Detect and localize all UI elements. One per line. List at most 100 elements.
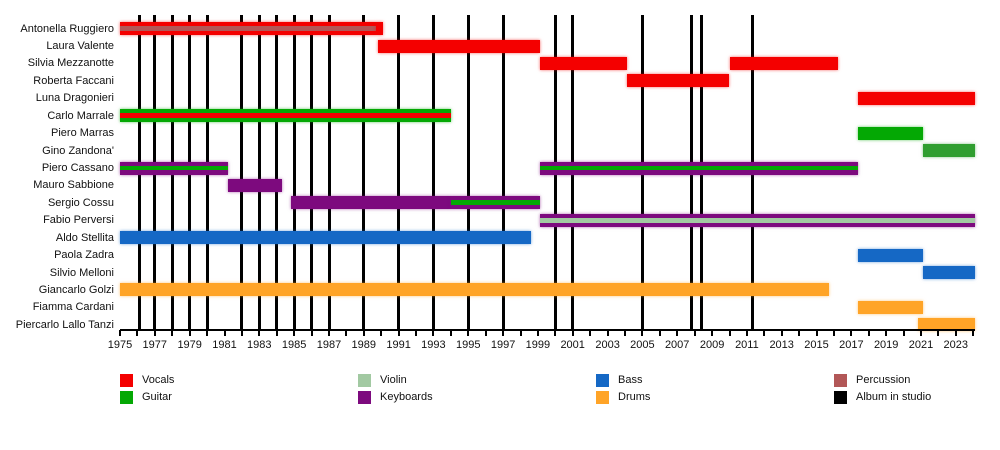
album-line-1987 [327, 15, 331, 330]
bar-silvia-mezzanotte-1 [539, 56, 627, 70]
bar-aldo-stellita-1 [120, 231, 531, 245]
axis-year-label-1987: 1987 [316, 339, 342, 351]
axis-year-label-1995: 1995 [456, 339, 481, 351]
bar-stripe-guitar [120, 165, 228, 171]
axis-tick-1989 [362, 330, 365, 336]
album-line-1995 [466, 15, 470, 330]
axis-tick-2016 [833, 330, 835, 336]
bar-giancarlo-golzi-1 [120, 283, 829, 297]
bar-sergio-cossu-1 [290, 196, 451, 210]
bar-stripe-vocals [120, 113, 451, 119]
axis-year-label-1989: 1989 [351, 339, 377, 351]
member-label-mauro-sabbione: Mauro Sabbione [33, 179, 114, 192]
axis-tick-2002 [589, 330, 592, 336]
axis-year-label-1977: 1977 [142, 339, 168, 351]
legend-swatch-album-in-studio [834, 391, 847, 404]
legend-label-vocals: Vocals [142, 374, 175, 386]
album-line-1991 [397, 15, 401, 330]
album-line-1984 [275, 15, 279, 330]
axis-tick-1979 [188, 330, 191, 336]
axis-tick-1976 [136, 330, 139, 336]
axis-tick-2020 [902, 330, 905, 336]
bar-luna-dragonieri-1 [858, 91, 975, 105]
legend-label-album-in-studio: Album in studio [856, 391, 932, 403]
axis-tick-2024 [972, 330, 975, 336]
axis-tick-2010 [728, 330, 731, 336]
axis-tick-1999 [536, 330, 539, 336]
axis-year-label-1985: 1985 [281, 339, 307, 351]
axis-tick-1978 [171, 330, 174, 336]
bar-stripe-percussion [120, 26, 376, 32]
legend-swatch-vocals [120, 374, 133, 387]
bar-carlo-marrale-1 [120, 109, 451, 123]
axis-year-label-2009: 2009 [699, 339, 725, 351]
axis-tick-2012 [763, 330, 766, 336]
album-line-1986 [310, 15, 313, 330]
member-label-gino-zandona: Gino Zandona' [42, 144, 114, 157]
bar-silvio-melloni-1 [922, 266, 975, 279]
axis-tick-2019 [885, 330, 888, 336]
axis-year-label-2007: 2007 [664, 339, 690, 351]
axis-tick-2021 [920, 330, 922, 336]
axis-tick-1988 [345, 330, 348, 336]
legend-swatch-drums [596, 391, 609, 404]
axis-tick-1991 [397, 330, 400, 336]
bar-antonella-ruggiero-1 [120, 22, 376, 36]
album-line-1983 [257, 15, 261, 330]
axis-tick-1990 [380, 330, 383, 336]
axis-tick-1992 [415, 330, 417, 336]
album-line-1993 [431, 15, 435, 330]
axis-year-label-2017: 2017 [839, 339, 864, 351]
axis-year-label-1997: 1997 [490, 339, 516, 351]
bar-antonella-ruggiero-2 [376, 22, 383, 36]
axis-tick-1987 [328, 330, 330, 336]
axis-tick-2018 [867, 330, 870, 336]
axis-tick-2004 [624, 330, 626, 336]
axis-tick-2014 [798, 330, 801, 336]
bar-fiamma-cardani-1 [858, 300, 923, 314]
member-label-roberta-faccani: Roberta Faccani [33, 74, 114, 87]
axis-tick-1983 [258, 330, 261, 336]
album-line-1989 [362, 15, 366, 330]
bar-stripe-guitar [450, 200, 540, 206]
axis-year-label-2005: 2005 [630, 339, 655, 351]
x-axis-line [120, 329, 975, 331]
member-label-sergio-cossu: Sergio Cossu [47, 196, 114, 209]
member-label-piero-marras: Piero Marras [51, 127, 114, 140]
axis-year-label-1975: 1975 [107, 339, 133, 351]
legend-label-percussion: Percussion [856, 374, 911, 386]
axis-year-label-2015: 2015 [804, 339, 829, 351]
axis-tick-2011 [745, 330, 748, 336]
bar-sergio-cossu-2 [450, 196, 540, 210]
member-label-antonella-ruggiero: Antonella Ruggiero [20, 22, 114, 35]
bar-roberta-faccani-1 [626, 74, 730, 88]
axis-tick-2001 [571, 330, 574, 336]
album-line-1982 [240, 15, 244, 330]
axis-tick-1982 [240, 330, 243, 336]
album-line-1997 [501, 15, 505, 330]
axis-tick-2000 [554, 330, 557, 336]
axis-tick-2015 [815, 330, 818, 336]
axis-year-label-2013: 2013 [769, 339, 794, 351]
axis-tick-1993 [432, 330, 435, 336]
member-label-piero-cassano: Piero Cassano [41, 162, 114, 174]
legend-label-bass: Bass [618, 374, 643, 386]
axis-tick-1996 [484, 330, 487, 336]
axis-year-label-1999: 1999 [525, 339, 551, 351]
axis-tick-1975 [119, 330, 121, 336]
legend-swatch-violin [358, 374, 371, 387]
member-label-laura-valente: Laura Valente [46, 40, 114, 52]
axis-year-label-2023: 2023 [943, 339, 969, 351]
axis-tick-2007 [676, 330, 679, 336]
member-label-paola-zadra: Paola Zadra [54, 249, 114, 262]
legend-label-keyboards: Keyboards [380, 391, 433, 403]
bar-stripe-violin [539, 217, 975, 223]
bar-piero-cassano-1 [120, 161, 228, 175]
bar-laura-valente-1 [377, 39, 540, 53]
member-label-fiamma-cardani: Fiamma Cardani [32, 301, 114, 314]
legend-swatch-guitar [120, 391, 133, 404]
member-label-silvia-mezzanotte: Silvia Mezzanotte [27, 57, 114, 70]
axis-tick-1995 [467, 330, 470, 336]
axis-tick-2008 [693, 330, 696, 336]
bar-piero-marras-1 [858, 126, 923, 140]
